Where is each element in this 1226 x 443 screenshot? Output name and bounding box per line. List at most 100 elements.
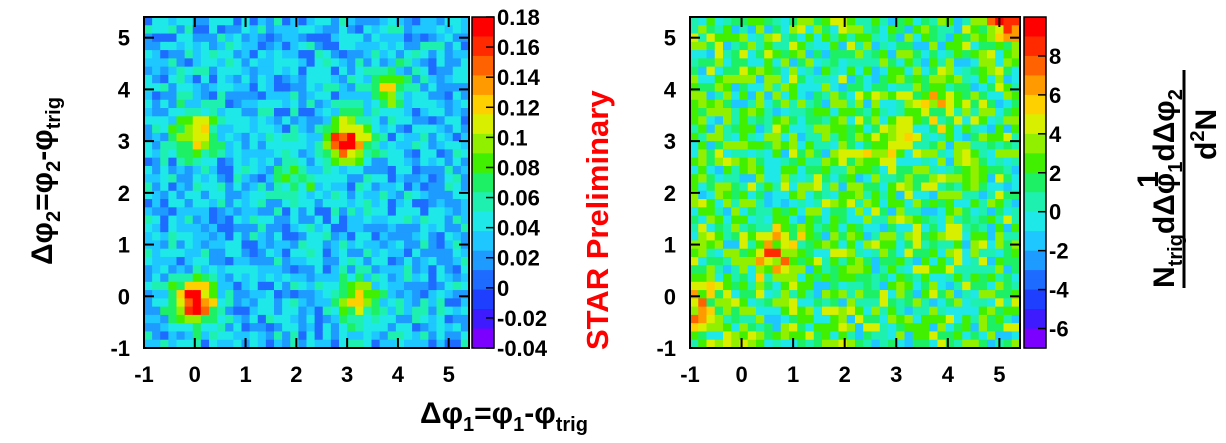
heatmap-cell	[420, 290, 429, 299]
heatmap-cell	[412, 306, 421, 316]
colorbar-tick-label: 0.12	[497, 95, 540, 120]
heatmap-cell	[217, 273, 226, 283]
heatmap-cell	[387, 265, 397, 275]
heatmap-cell	[444, 199, 454, 208]
heatmap-cell	[176, 182, 186, 192]
heatmap-cell	[144, 298, 153, 308]
heatmap-cell	[690, 58, 699, 68]
heatmap-cell	[436, 66, 446, 76]
heatmap-cell	[879, 199, 889, 208]
heatmap-cell	[962, 149, 972, 159]
heatmap-cell	[789, 232, 798, 242]
heatmap-cell	[896, 108, 906, 117]
heatmap-cell	[731, 298, 741, 308]
heatmap-cell	[838, 50, 848, 59]
heatmap-cell	[764, 116, 774, 126]
heatmap-cell	[747, 41, 757, 51]
heatmap-cell	[978, 306, 988, 316]
heatmap-cell	[217, 232, 226, 242]
heatmap-cell	[921, 331, 930, 341]
heatmap-cell	[921, 33, 930, 43]
heatmap-cell	[274, 149, 283, 159]
heatmap-cell	[904, 91, 914, 101]
heatmap-cell	[789, 108, 798, 117]
heatmap-cell	[970, 232, 980, 242]
heatmap-cell	[217, 190, 226, 200]
heatmap-cell	[937, 108, 947, 117]
heatmap-cell	[888, 41, 897, 51]
heatmap-cell	[160, 174, 169, 184]
heatmap-cell	[978, 182, 988, 192]
heatmap-cell	[298, 190, 308, 200]
heatmap-cell	[822, 290, 831, 299]
heatmap-cell	[371, 17, 381, 26]
heatmap-cell	[780, 265, 790, 275]
heatmap-cell	[1003, 323, 1013, 333]
heatmap-cell	[921, 66, 930, 76]
heatmap-cell	[987, 58, 996, 68]
heatmap-cell	[144, 215, 153, 225]
heatmap-cell	[813, 207, 823, 217]
heatmap-cell	[789, 331, 798, 341]
heatmap-cell	[723, 182, 732, 192]
colorbar-tick-label: 8	[1049, 44, 1061, 69]
heatmap-cell	[257, 248, 267, 258]
heatmap-cell	[404, 290, 413, 299]
heatmap-cell	[274, 281, 283, 291]
heatmap-cell	[937, 141, 947, 150]
heatmap-cell	[731, 58, 741, 68]
colorbar-band	[1024, 211, 1046, 223]
heatmap-cell	[929, 215, 939, 225]
heatmap-cell	[846, 199, 856, 208]
heatmap-cell	[144, 281, 153, 291]
heatmap-cell	[954, 124, 963, 134]
heatmap-cell	[846, 108, 856, 117]
heatmap-cell	[274, 58, 283, 68]
heatmap-cell	[282, 323, 291, 333]
heatmap-cell	[945, 58, 955, 68]
heatmap-cell	[217, 83, 226, 93]
heatmap-cell	[176, 141, 186, 150]
heatmap-cell	[954, 41, 963, 51]
heatmap-cell	[387, 223, 397, 233]
heatmap-cell	[896, 174, 906, 184]
heatmap-cell	[241, 290, 251, 299]
heatmap-cell	[1011, 25, 1020, 35]
heatmap-cell	[192, 91, 202, 101]
heatmap-cell	[225, 265, 234, 275]
heatmap-cell	[233, 83, 243, 93]
heatmap-cell	[970, 174, 980, 184]
heatmap-cell	[306, 232, 316, 242]
heatmap-cell	[176, 165, 186, 175]
heatmap-cell	[714, 108, 724, 117]
heatmap-cell	[233, 199, 243, 208]
heatmap-cell	[995, 99, 1005, 109]
heatmap-cell	[690, 190, 699, 200]
heatmap-cell	[723, 99, 732, 109]
colorbar-label-second-term: d2N	[1187, 109, 1223, 160]
heatmap-cell	[363, 25, 373, 35]
heatmap-cell	[152, 141, 161, 150]
heatmap-cell	[888, 281, 897, 291]
heatmap-cell	[1011, 66, 1020, 76]
x-tick-label: 4	[942, 362, 955, 387]
heatmap-cell	[739, 199, 749, 208]
heatmap-cell	[863, 41, 873, 51]
heatmap-cell	[330, 207, 340, 217]
heatmap-cell	[813, 273, 823, 283]
heatmap-cell	[797, 141, 807, 150]
heatmap-cell	[937, 41, 947, 51]
heatmap-cell	[855, 141, 864, 150]
heatmap-cell	[363, 265, 373, 275]
heatmap-cell	[217, 323, 226, 333]
heatmap-cell	[282, 314, 291, 324]
heatmap-cell	[1003, 207, 1013, 217]
heatmap-cell	[970, 132, 980, 142]
heatmap-cell	[723, 116, 732, 126]
heatmap-cell	[838, 83, 848, 93]
heatmap-cell	[452, 265, 462, 275]
heatmap-cell	[444, 240, 454, 250]
heatmap-cell	[160, 190, 169, 200]
heatmap-cell	[404, 331, 413, 341]
